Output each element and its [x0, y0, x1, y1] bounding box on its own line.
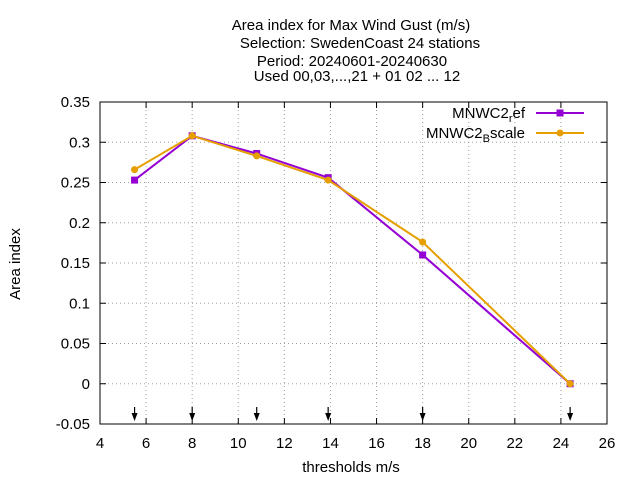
title-line-2: Selection: SwedenCoast 24 stations	[240, 35, 480, 52]
threshold-arrow	[325, 407, 332, 421]
x-tick-label: 24	[553, 435, 570, 452]
y-axis-label: Area index	[7, 228, 24, 300]
x-tick-label: 12	[276, 435, 293, 452]
x-tick-label: 14	[322, 435, 339, 452]
legend-marker	[556, 109, 564, 117]
title-line-1: Area index for Max Wind Gust (m/s)	[232, 17, 470, 34]
y-tick-label: 0.15	[61, 255, 90, 272]
data-point	[566, 380, 574, 388]
series-MNWC2_Bscale	[131, 132, 574, 388]
x-tick-label: 26	[599, 435, 616, 452]
x-axis: 4 6 8 10 12 14 16 18 20 22 24 26	[96, 102, 616, 452]
data-point	[131, 166, 139, 174]
y-axis: -0.05 0 0.05 0.1 0.15 0.2 0.25 0.3 0.35	[56, 94, 607, 433]
legend-marker	[556, 129, 564, 137]
series-line	[134, 134, 571, 385]
title-line-4: Used 00,03,...,21 + 01 02 ... 12	[254, 68, 460, 85]
x-tick-label: 8	[188, 435, 196, 452]
x-tick-label: 22	[506, 435, 523, 452]
series-MNWC2_ref	[131, 132, 574, 388]
data-point	[419, 238, 427, 246]
y-tick-label: 0.05	[61, 336, 90, 353]
threshold-arrow	[253, 407, 260, 421]
series-group	[131, 132, 574, 388]
y-tick-label: 0.3	[69, 134, 90, 151]
x-tick-label: 6	[142, 435, 150, 452]
legend-label: MNWC2Bscale	[426, 125, 525, 145]
legend-label: MNWC2ref	[452, 105, 526, 125]
y-tick-label: -0.05	[56, 416, 90, 433]
x-tick-label: 18	[414, 435, 431, 452]
data-point	[188, 132, 196, 140]
threshold-arrow	[567, 407, 574, 421]
y-tick-label: 0	[82, 376, 90, 393]
series-line	[133, 134, 571, 385]
x-tick-label: 10	[230, 435, 247, 452]
x-tick-label: 4	[96, 435, 104, 452]
grid	[100, 102, 607, 424]
threshold-arrow	[419, 407, 426, 421]
threshold-arrow	[189, 407, 196, 421]
title-line-3: Period: 20240601-20240630	[257, 53, 447, 70]
x-tick-label: 16	[368, 435, 385, 452]
threshold-arrows	[131, 407, 574, 421]
legend-item: MNWC2ref	[452, 105, 584, 125]
chart-title: Area index for Max Wind Gust (m/s) Selec…	[232, 17, 480, 85]
data-point	[419, 251, 427, 259]
y-tick-label: 0.2	[69, 215, 90, 232]
y-tick-label: 0.25	[61, 175, 90, 192]
y-tick-label: 0.35	[61, 94, 90, 111]
plot-frame	[99, 101, 608, 425]
data-point	[253, 152, 261, 160]
y-tick-label: 0.1	[69, 295, 90, 312]
data-point	[324, 176, 332, 184]
threshold-arrow	[131, 407, 138, 421]
x-tick-label: 20	[460, 435, 477, 452]
data-point	[131, 176, 139, 184]
x-axis-label: thresholds m/s	[302, 459, 400, 476]
legend-item: MNWC2Bscale	[426, 125, 584, 145]
